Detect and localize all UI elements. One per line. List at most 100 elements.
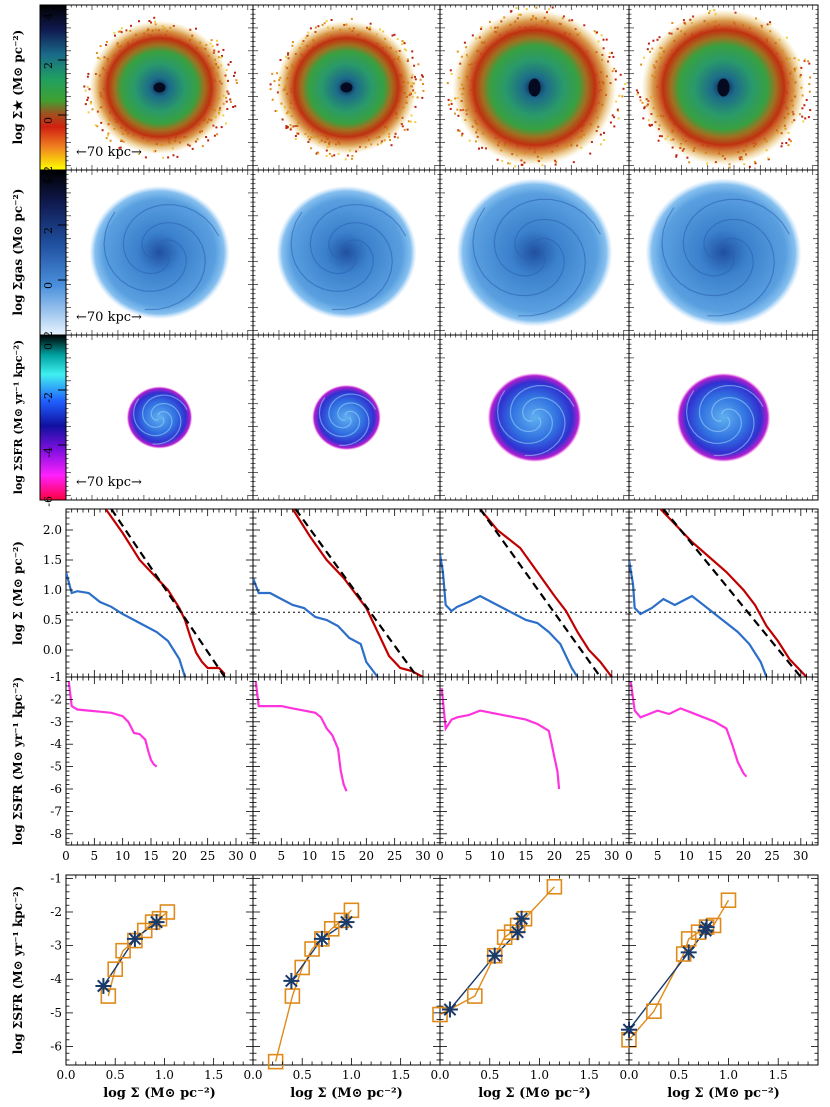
ylabel-row5: log ΣSFR (M⊙ yr⁻¹ kpc⁻²): [11, 677, 25, 846]
colorbar-gas-bar: [39, 169, 67, 336]
sfr-ytick-label: -4: [50, 737, 62, 751]
sfr-panel-1: 0 5 10 15 20 25 30 -1 -2 -3 -4 -5 -6 -7 -8: [50, 670, 254, 863]
galaxy-core: [340, 82, 353, 93]
spiral-arm: [522, 397, 566, 457]
radial-panel-2: [252, 508, 441, 678]
sfr-ytick-label: -7: [50, 804, 62, 818]
ks-xtick-label: 1.5: [204, 1068, 223, 1082]
ks-xtick-label: 1.0: [719, 1068, 738, 1082]
galaxy-core: [717, 78, 730, 97]
ylabel-row4: log Σ (M⊙ pc⁻²): [11, 541, 25, 645]
colorbar-tick-label: 2: [42, 227, 55, 234]
spiral-arm: [328, 393, 377, 429]
colorbar-gas: 420-2: [39, 169, 67, 342]
ks-xtick-label: 0.5: [106, 1068, 125, 1082]
plot-frame: [252, 874, 441, 1066]
axis-ticks: [252, 509, 441, 677]
map-panel-stars-2: [252, 4, 441, 171]
plot-frame: [439, 508, 630, 678]
sfr-ytick-label: -1: [50, 670, 62, 684]
sfr-profile-line: [67, 681, 158, 768]
radius-xtick-label: 15: [518, 849, 533, 863]
map-panel-sfr-1: ←70 kpc→: [65, 334, 254, 501]
stellar-profile-line: [479, 509, 613, 677]
ks-xtick-label: 1.0: [342, 1068, 361, 1082]
map-ticks: [629, 335, 818, 500]
radial-ytick-label: 0.5: [43, 613, 62, 627]
radius-xtick-label: 5: [278, 849, 286, 863]
radial-ytick-label: 2.0: [43, 523, 62, 537]
map-panel-sfr-2: [252, 334, 441, 501]
axis-ticks: [65, 509, 254, 677]
ks-xlabel: log Σ (M⊙ pc⁻²): [478, 1086, 591, 1101]
ks-xtick-label: 0.5: [293, 1068, 312, 1082]
radius-xtick-label: 20: [736, 849, 751, 863]
radius-xtick-label: 10: [302, 849, 317, 863]
spiral-arms: [472, 198, 601, 317]
sfr-ytick-label: -8: [50, 827, 62, 841]
ks-xtick-label: 1.0: [155, 1068, 174, 1082]
radius-xtick-label: 10: [679, 849, 694, 863]
ks-panel-4: 0.0 0.5 1.0 1.5 log Σ (M⊙ pc⁻²): [619, 874, 819, 1101]
ks-star-marker: [95, 977, 112, 994]
spiral-arm: [328, 222, 393, 311]
radial-panel-3: [439, 508, 630, 678]
spiral-arm: [150, 403, 182, 445]
radius-xtick-label: 10: [115, 849, 130, 863]
colorbar-sfr-bar: [39, 334, 67, 501]
ks-star-marker: [338, 914, 355, 931]
radial-panel-4: [628, 508, 819, 678]
spiral-arm: [496, 390, 554, 444]
radius-xtick-label: 5: [91, 849, 99, 863]
map-panel-gas-2: [252, 169, 441, 336]
radial-series: [440, 509, 629, 677]
ks-square-marker: [284, 988, 301, 1004]
spiral-arms: [103, 204, 220, 311]
radius-xtick-label: 30: [604, 849, 619, 863]
ks-panel-2: 0.0 0.5 1.0 1.5 log Σ (M⊙ pc⁻²): [243, 874, 441, 1101]
colorbar-tick-label: -4: [42, 447, 55, 458]
map-ticks: [253, 335, 440, 500]
plot-frame: [252, 508, 441, 678]
sfr-panel-3: 0 5 10 15 20 25 30: [436, 676, 630, 863]
ks-xtick-label: 0.0: [243, 1068, 262, 1082]
sfr-disk: [676, 373, 771, 462]
sfr-ytick-label: -6: [50, 782, 62, 796]
sfr-ytick-label: -2: [50, 692, 62, 706]
gas-disk: [89, 185, 230, 320]
ylabel-row2: log Σgas (M⊙ pc⁻²): [11, 189, 25, 316]
gas-disk: [456, 178, 613, 327]
ks-square-marker: [100, 988, 117, 1004]
spiral-arm: [290, 211, 374, 292]
map-panel-gas-3: [439, 169, 630, 336]
ks-xtick-label: 0.0: [430, 1068, 449, 1082]
radius-xtick-label: 10: [490, 849, 505, 863]
spiral-arm: [141, 222, 206, 311]
ks-xtick-label: 0.0: [56, 1068, 75, 1082]
ks-star-marker: [513, 910, 530, 927]
colorbar-tick-label: 0: [42, 282, 55, 289]
radial-series: [629, 509, 818, 677]
colorbar-tick-label: -2: [42, 392, 55, 403]
spiral-arm: [685, 390, 743, 444]
radial-series: [66, 509, 253, 677]
axis-ticks: [252, 676, 441, 845]
ks-square-marker: [323, 921, 340, 937]
spiral-arm: [472, 207, 565, 297]
ks-star-marker: [486, 947, 503, 964]
radius-xtick-label: 20: [547, 849, 562, 863]
ks-panel-3: 0.0 0.5 1.0 1.5 log Σ (M⊙ pc⁻²): [430, 874, 630, 1101]
ks-xtick-label: 1.5: [391, 1068, 410, 1082]
ks-square-marker: [159, 904, 176, 920]
ks-panel-1: 0.0 0.5 1.0 1.5 log Σ (M⊙ pc⁻²) -1 -2 -3 -4 -5 -6: [50, 871, 254, 1101]
radius-xtick-label: 25: [576, 849, 591, 863]
axis-ticks: [439, 509, 630, 677]
ks-ytick-label: -2: [50, 905, 62, 919]
colorbar-sfr: 0 -2 -4 -6: [39, 334, 67, 507]
exponential-fit-line: [662, 509, 802, 677]
spiral-arm: [132, 398, 173, 437]
radius-xtick-label: 30: [793, 849, 808, 863]
ks-xlabel: log Σ (M⊙ pc⁻²): [290, 1086, 403, 1101]
